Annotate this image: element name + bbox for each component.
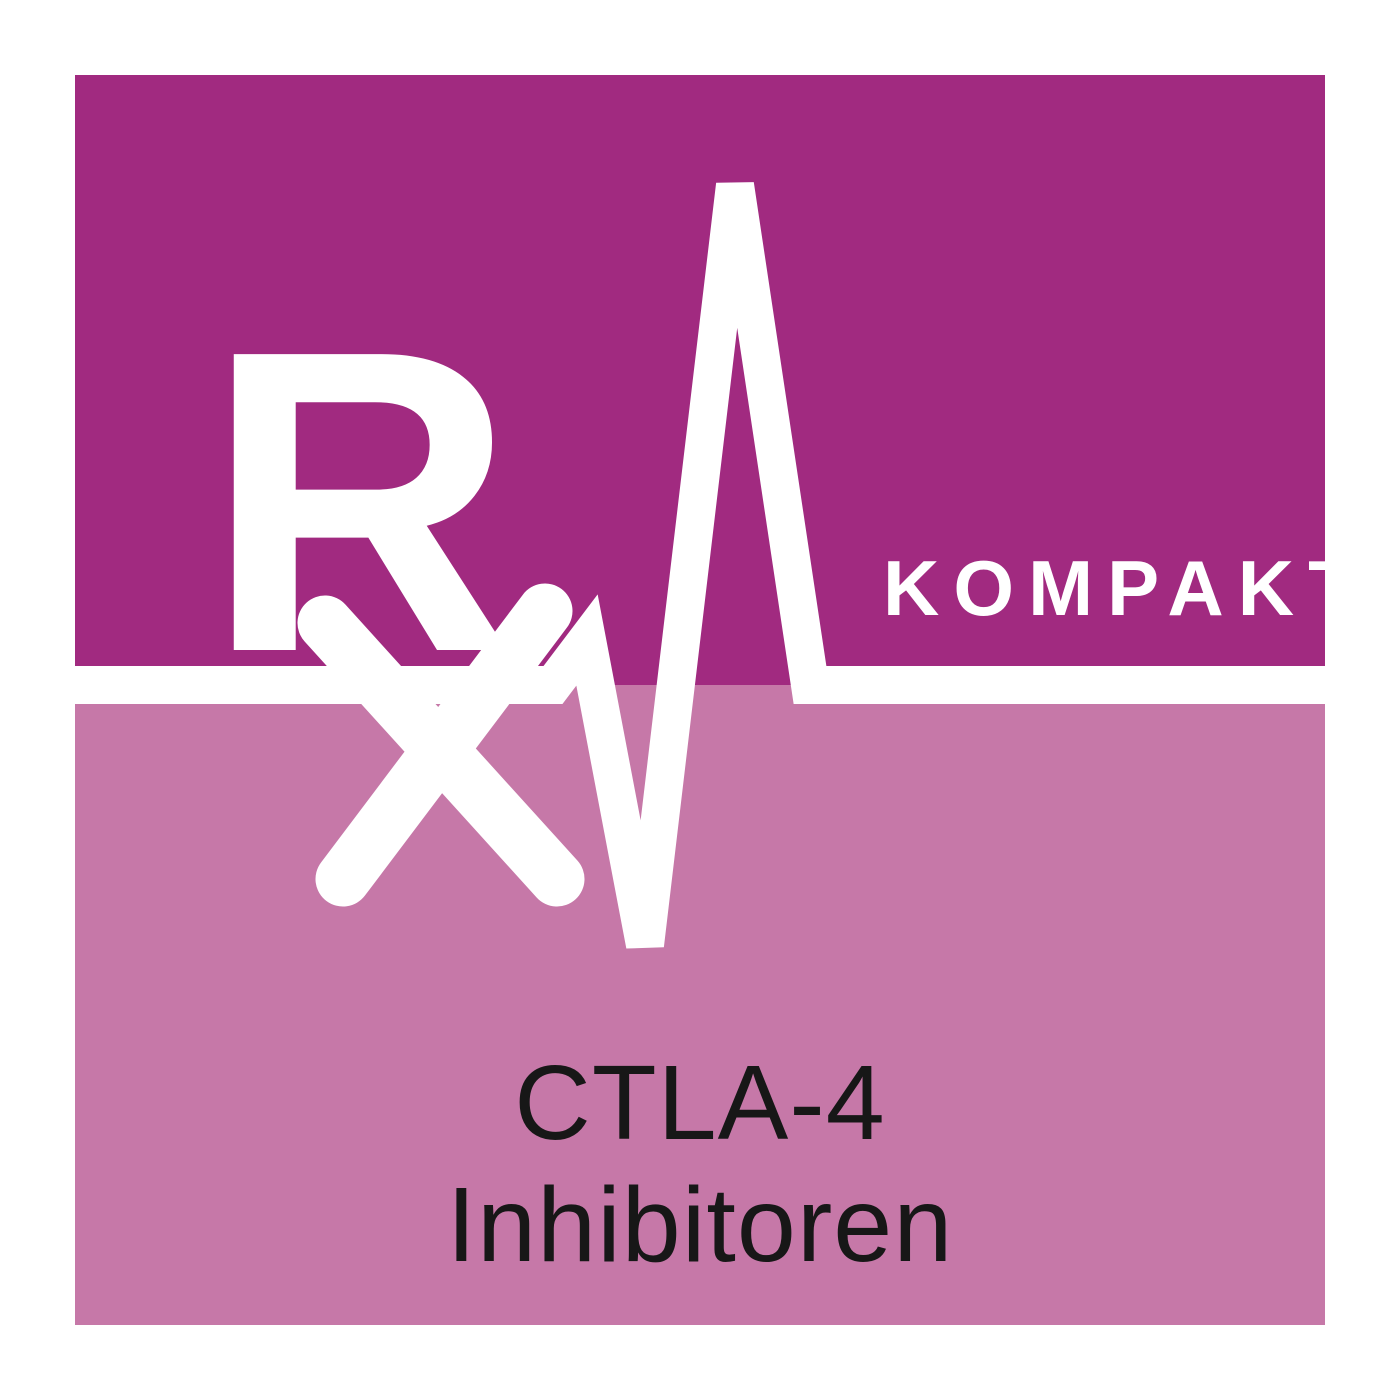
page-canvas: R KOMPAKT CTLA-4 Inhibitoren	[0, 0, 1400, 1400]
subtitle: CTLA-4 Inhibitoren	[75, 1043, 1325, 1287]
subtitle-line-2: Inhibitoren	[447, 1166, 954, 1284]
cover-tile: R KOMPAKT CTLA-4 Inhibitoren	[75, 75, 1325, 1325]
subtitle-line-1: CTLA-4	[514, 1044, 886, 1162]
kompakt-label: KOMPAKT	[883, 543, 1325, 634]
rx-letter-r: R	[205, 287, 507, 717]
